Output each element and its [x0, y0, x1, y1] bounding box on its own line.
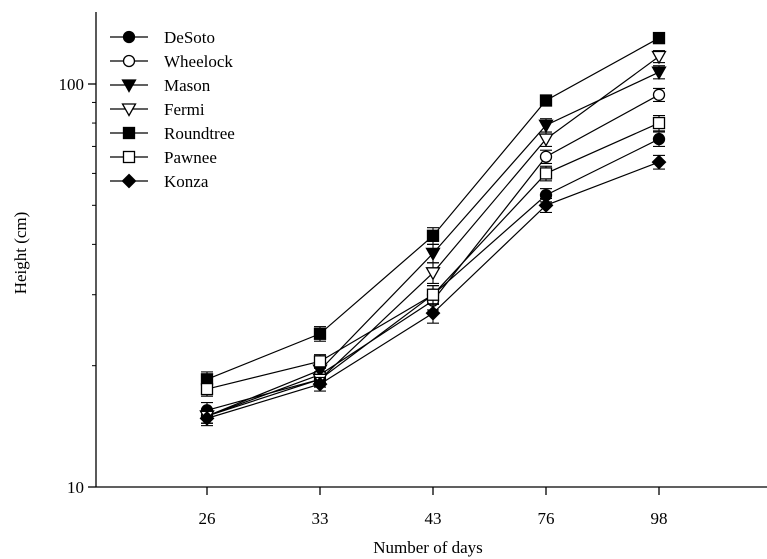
y-ticks: 10 100 — [59, 75, 96, 497]
series-layer — [199, 31, 667, 427]
data-point — [539, 94, 553, 107]
data-point — [538, 119, 554, 134]
legend-label: Wheelock — [164, 52, 233, 71]
legend-marker — [122, 30, 136, 44]
legend-label: Fermi — [164, 100, 205, 119]
legend-item: Roundtree — [110, 124, 235, 143]
legend-label: DeSoto — [164, 28, 215, 47]
legend-marker — [121, 79, 137, 93]
legend-label: Mason — [164, 76, 211, 95]
data-point — [652, 132, 666, 146]
axes: 10 100 26 33 43 76 98 Number of days Height (… — [11, 12, 767, 557]
data-point — [313, 355, 327, 368]
x-tick-label: 43 — [425, 509, 442, 528]
y-tick-label: 100 — [59, 75, 85, 94]
x-tick-label: 33 — [312, 509, 329, 528]
legend-item: Konza — [110, 172, 209, 191]
data-point — [426, 288, 440, 301]
data-point — [652, 116, 666, 130]
data-point — [538, 197, 554, 213]
x-ticks: 26 33 43 76 98 — [199, 487, 668, 528]
data-point — [651, 66, 667, 80]
legend-marker — [122, 150, 136, 164]
legend-label: Konza — [164, 172, 209, 191]
data-point — [426, 229, 440, 242]
x-axis-label: Number of days — [373, 538, 483, 557]
data-point — [200, 382, 214, 396]
data-point — [539, 167, 553, 180]
legend-marker — [122, 126, 136, 140]
legend-item: Mason — [110, 76, 211, 95]
legend: DeSoto Wheelock Mason Fermi Roundtree Pawnee K… — [110, 28, 235, 191]
y-axis-label: Height (cm) — [11, 212, 30, 295]
data-point — [199, 410, 215, 426]
legend-item: Wheelock — [110, 52, 233, 71]
data-point — [651, 50, 667, 65]
data-point — [652, 31, 666, 45]
legend-label: Pawnee — [164, 148, 217, 167]
series-line — [206, 37, 660, 380]
data-point — [652, 88, 666, 101]
legend-item: Pawnee — [110, 148, 217, 167]
data-point — [651, 154, 667, 170]
legend-label: Roundtree — [164, 124, 235, 143]
legend-item: Fermi — [110, 100, 205, 119]
legend-marker — [121, 173, 137, 189]
x-tick-label: 98 — [651, 509, 668, 528]
x-tick-label: 26 — [199, 509, 216, 528]
series-roundtree — [200, 31, 666, 388]
data-point — [312, 376, 328, 392]
legend-marker — [122, 54, 136, 68]
data-point — [539, 150, 553, 163]
x-tick-label: 76 — [538, 509, 555, 528]
legend-marker — [121, 103, 137, 117]
legend-item: DeSoto — [110, 28, 215, 47]
series-pawnee — [200, 115, 666, 397]
series-konza — [199, 154, 667, 427]
data-point — [425, 305, 441, 321]
data-point — [538, 133, 554, 147]
data-point — [313, 327, 327, 340]
data-point — [425, 267, 441, 281]
data-point — [425, 247, 441, 262]
y-tick-label: 10 — [67, 478, 84, 497]
